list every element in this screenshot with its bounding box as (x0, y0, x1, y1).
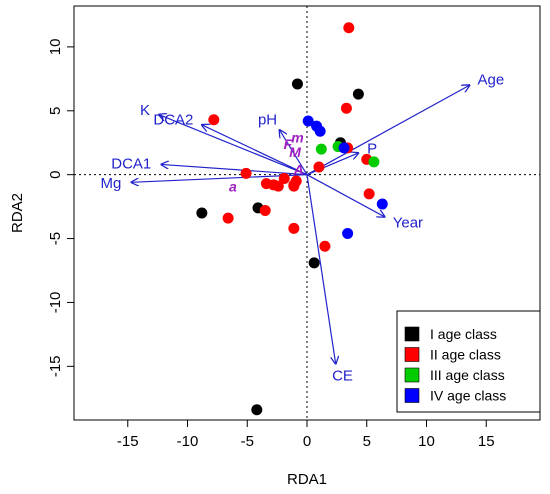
x-axis: -15 -10 -5 0 5 10 15 (117, 420, 495, 450)
arrow-k (159, 115, 308, 176)
point-series-1 (196, 207, 208, 219)
arrow-label-mg: Mg (101, 175, 122, 192)
x-tick-label: -15 (117, 433, 139, 450)
arrow-dca2 (202, 125, 308, 176)
arrow-label-ce: CE (332, 368, 353, 385)
legend-swatch (404, 388, 420, 403)
species-label-M: M (289, 144, 301, 160)
point-series-2 (278, 173, 290, 184)
point-series-4 (338, 142, 350, 154)
species-label-A: A (293, 162, 304, 178)
arrow-label-dca1: DCA1 (111, 156, 151, 173)
arrow-label-k: K (140, 102, 150, 119)
point-series-2 (288, 180, 300, 192)
point-series-3 (368, 156, 380, 168)
point-series-3 (315, 143, 327, 155)
y-tick-label: -15 (47, 355, 64, 377)
arrow-label-dca2: DCA2 (153, 112, 193, 129)
x-tick-label: 0 (303, 433, 311, 450)
point-series-2 (363, 188, 375, 200)
legend-label: IV age class (430, 388, 506, 404)
point-series-4 (314, 125, 326, 137)
legend-label: I age class (430, 326, 497, 342)
legend-box (396, 310, 541, 413)
legend-label: III age class (430, 367, 505, 383)
point-series-2 (313, 161, 325, 173)
species-label-F: F (284, 136, 293, 152)
point-series-2 (240, 167, 252, 179)
species-label-a: a (229, 178, 237, 194)
point-series-2 (343, 22, 355, 34)
point-series-2 (319, 240, 331, 252)
x-tick-label: -10 (177, 433, 199, 450)
point-series-1 (291, 78, 303, 90)
legend-label: II age class (430, 347, 501, 363)
site-points (196, 22, 388, 416)
y-tick-label: 0 (47, 170, 64, 178)
x-tick-label: 10 (418, 433, 435, 450)
y-tick-label: 10 (47, 39, 64, 56)
legend-swatch (404, 326, 420, 342)
point-series-2 (222, 212, 234, 224)
reference-lines (74, 6, 540, 420)
point-series-2 (340, 102, 352, 114)
arrow-label-ph: pH (258, 112, 277, 129)
arrow-dca1 (161, 164, 308, 176)
y-tick-label: 5 (47, 107, 64, 115)
legend-swatch (404, 347, 420, 362)
x-tick-label: -5 (241, 433, 254, 450)
y-axis: -15 -10 -5 0 5 10 (47, 39, 74, 377)
y-axis-title: RDA2 (9, 193, 26, 233)
arrow-label-p: P (367, 140, 377, 157)
x-tick-label: 5 (363, 433, 371, 450)
arrow-ph (280, 130, 308, 175)
point-series-1 (251, 404, 263, 416)
legend: I age class II age class III age class IV a… (396, 310, 541, 413)
point-series-1 (308, 257, 320, 269)
arrow-ce (306, 174, 336, 364)
point-series-2 (259, 204, 271, 216)
arrow-mg (131, 174, 308, 183)
y-tick-label: -5 (47, 232, 64, 245)
point-series-4 (376, 198, 388, 210)
arrow-year (306, 174, 385, 217)
point-series-2 (208, 114, 220, 126)
species-label-m: m (291, 130, 303, 146)
arrow-age (306, 85, 470, 176)
y-tick-label: -10 (47, 292, 64, 314)
point-series-4 (342, 227, 354, 239)
arrow-label-age: Age (478, 71, 505, 88)
arrow-label-year: Year (393, 215, 423, 232)
point-series-4 (302, 115, 314, 127)
point-series-2 (288, 222, 300, 234)
legend-swatch (404, 367, 420, 383)
point-series-1 (352, 88, 364, 100)
point-series-2 (272, 180, 284, 192)
x-axis-title: RDA1 (287, 471, 327, 488)
x-tick-label: 15 (478, 433, 495, 450)
